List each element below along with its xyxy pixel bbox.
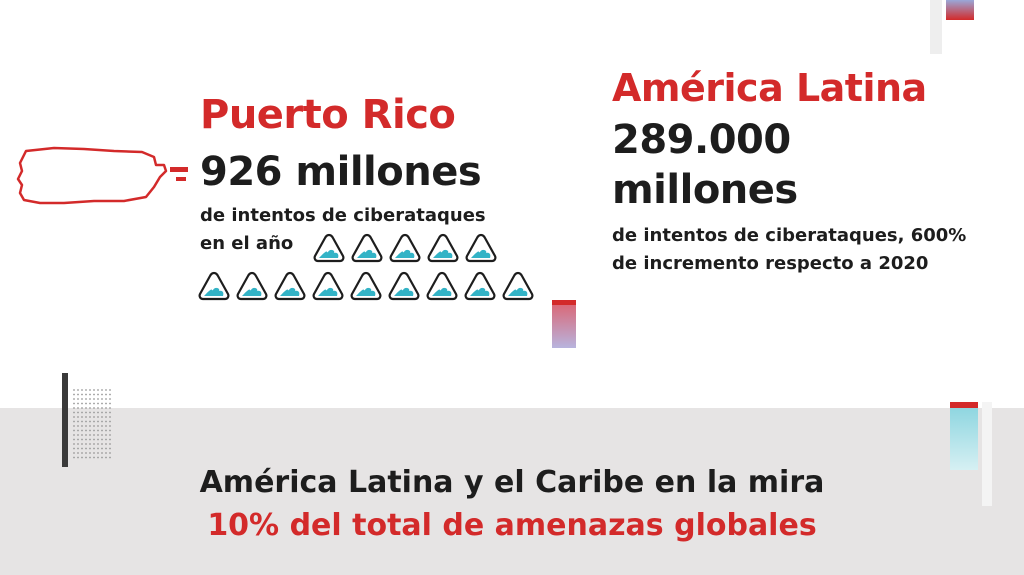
latin-america-title: América Latina	[612, 66, 927, 110]
wave-icon	[350, 271, 382, 301]
wave-icon	[426, 271, 458, 301]
wave-icon	[427, 233, 459, 263]
wave-icon	[351, 233, 383, 263]
puerto-rico-desc-line1: de intentos de ciberataques	[200, 205, 486, 226]
wave-icon	[312, 271, 344, 301]
footer-subtitle: 10% del total de amenazas globales	[207, 508, 817, 543]
middle-decor	[552, 300, 576, 348]
top-right-decor	[930, 0, 974, 54]
puerto-rico-desc-line2: en el año	[200, 233, 294, 254]
latin-america-description: de intentos de ciberataques, 600% de inc…	[612, 225, 967, 274]
footer-title: América Latina y el Caribe en la mira	[199, 465, 825, 500]
wave-icon	[465, 233, 497, 263]
wave-icon	[198, 271, 230, 301]
wave-icon	[313, 233, 345, 263]
wave-icon	[388, 271, 420, 301]
latin-america-value: 289.000 millones	[612, 117, 798, 213]
wave-icon	[464, 271, 496, 301]
right-bottom-decor	[950, 402, 992, 506]
bottom-band	[0, 408, 1024, 575]
wave-icon	[502, 271, 534, 301]
puerto-rico-description: de intentos de ciberataques en el año	[200, 203, 486, 257]
wave-icon	[274, 271, 306, 301]
wave-icon	[389, 233, 421, 263]
puerto-rico-title: Puerto Rico	[200, 92, 456, 138]
puerto-rico-map-icon	[16, 146, 188, 205]
puerto-rico-value: 926 millones	[200, 149, 482, 195]
wave-icon	[236, 271, 268, 301]
left-dots-decor	[62, 373, 111, 467]
